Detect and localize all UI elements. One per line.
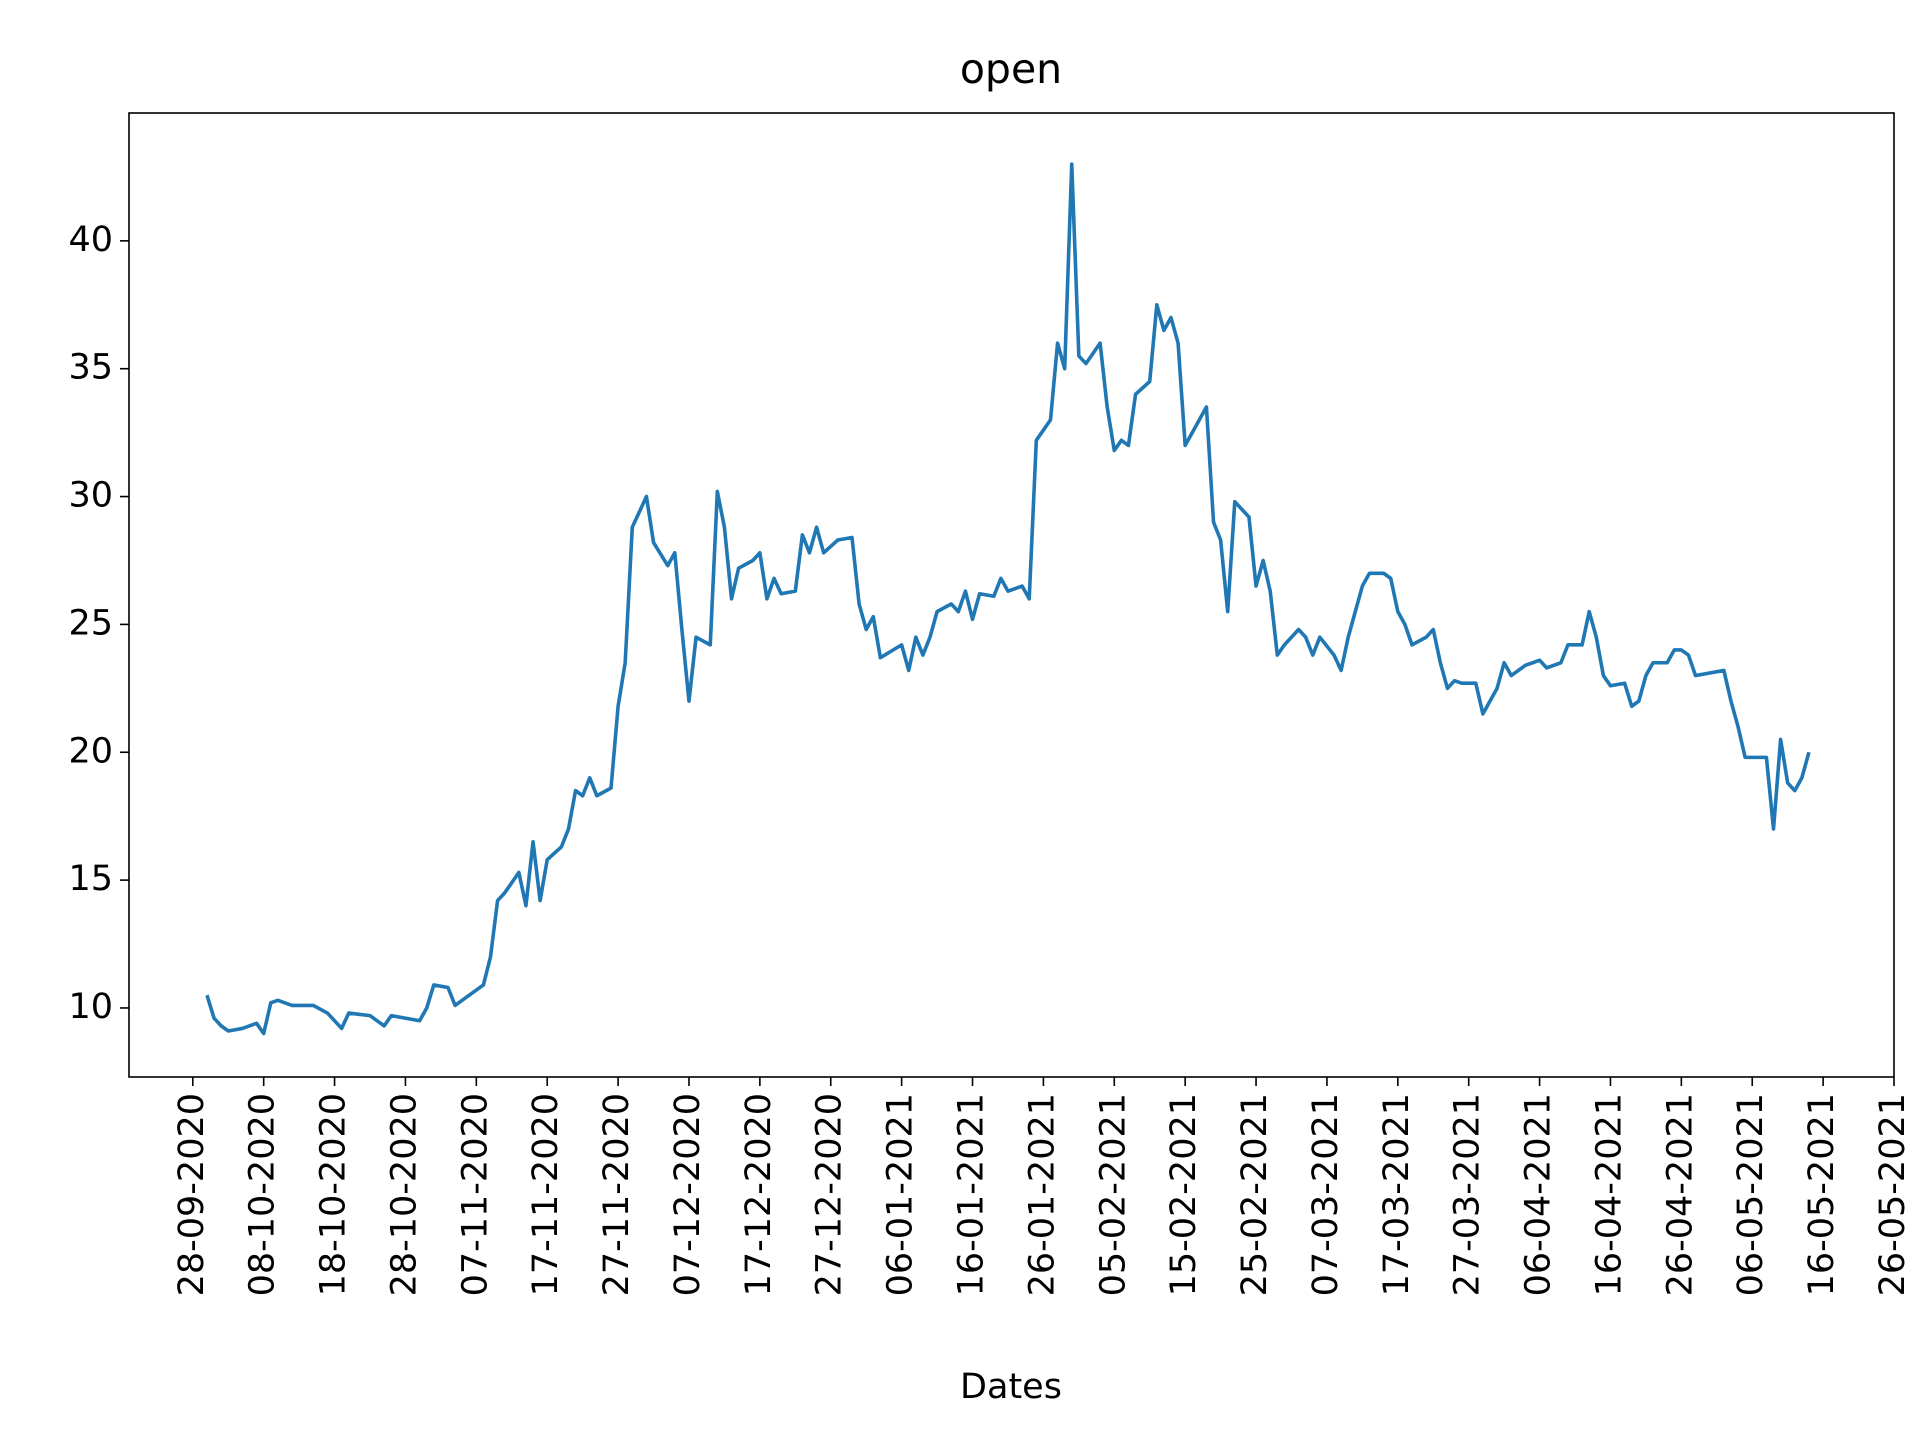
x-tick-label: 16-05-2021 <box>1802 1093 1842 1296</box>
x-tick-label: 06-05-2021 <box>1731 1093 1771 1296</box>
x-tick-label: 26-05-2021 <box>1873 1093 1913 1296</box>
chart-title: open <box>960 45 1062 93</box>
x-tick-label: 17-11-2020 <box>526 1093 566 1296</box>
x-tick-label: 18-10-2020 <box>314 1093 354 1296</box>
x-tick-label: 27-12-2020 <box>810 1093 850 1296</box>
data-line <box>205 162 1811 1036</box>
x-tick-label: 05-02-2021 <box>1093 1093 1133 1296</box>
x-tick-label: 08-10-2020 <box>243 1093 283 1296</box>
x-tick-label: 16-01-2021 <box>952 1093 992 1296</box>
x-tick-label: 28-09-2020 <box>172 1093 212 1296</box>
x-tick-label: 16-04-2021 <box>1589 1093 1629 1296</box>
x-axis-label: Dates <box>960 1367 1062 1407</box>
y-tick-label: 20 <box>68 731 113 771</box>
y-tick-label: 25 <box>68 603 113 643</box>
x-tick-label: 17-12-2020 <box>739 1093 779 1296</box>
x-tick-label: 26-01-2021 <box>1022 1093 1062 1296</box>
x-tick-label: 06-04-2021 <box>1519 1093 1559 1296</box>
plot-frame <box>128 112 1895 1078</box>
y-tick-label: 15 <box>68 859 113 899</box>
x-tick-label: 15-02-2021 <box>1164 1093 1204 1296</box>
x-tick-label: 26-04-2021 <box>1660 1093 1700 1296</box>
x-tick-label: 27-03-2021 <box>1448 1093 1488 1296</box>
x-tick-label: 28-10-2020 <box>384 1093 424 1296</box>
x-tick-label: 07-11-2020 <box>455 1093 495 1296</box>
x-tick-label: 07-03-2021 <box>1306 1093 1346 1296</box>
x-tick-label: 07-12-2020 <box>668 1093 708 1296</box>
y-tick-label: 40 <box>68 220 113 260</box>
x-tick-label: 06-01-2021 <box>881 1093 921 1296</box>
x-tick-label: 27-11-2020 <box>597 1093 637 1296</box>
y-tick-label: 35 <box>68 348 113 388</box>
y-tick-label: 30 <box>68 476 113 516</box>
x-tick-label: 17-03-2021 <box>1377 1093 1417 1296</box>
x-tick-label: 25-02-2021 <box>1235 1093 1275 1296</box>
y-tick-label: 10 <box>68 987 113 1027</box>
